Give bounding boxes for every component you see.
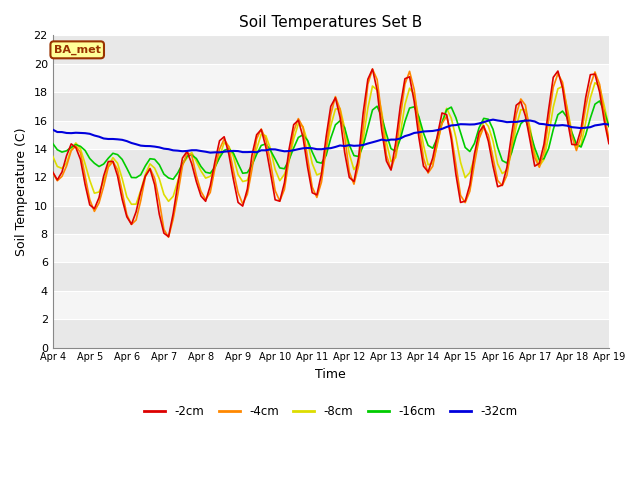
Bar bbox=[52, 149, 609, 177]
Bar bbox=[52, 234, 609, 263]
Bar bbox=[52, 263, 609, 291]
Bar bbox=[52, 36, 609, 64]
X-axis label: Time: Time bbox=[316, 368, 346, 381]
Bar bbox=[52, 205, 609, 234]
Legend: -2cm, -4cm, -8cm, -16cm, -32cm: -2cm, -4cm, -8cm, -16cm, -32cm bbox=[140, 400, 522, 423]
Title: Soil Temperatures Set B: Soil Temperatures Set B bbox=[239, 15, 422, 30]
Bar bbox=[52, 319, 609, 348]
Bar bbox=[52, 291, 609, 319]
Bar bbox=[52, 120, 609, 149]
Text: BA_met: BA_met bbox=[54, 45, 100, 55]
Y-axis label: Soil Temperature (C): Soil Temperature (C) bbox=[15, 127, 28, 256]
Bar bbox=[52, 92, 609, 120]
Bar bbox=[52, 177, 609, 205]
Bar bbox=[52, 64, 609, 92]
